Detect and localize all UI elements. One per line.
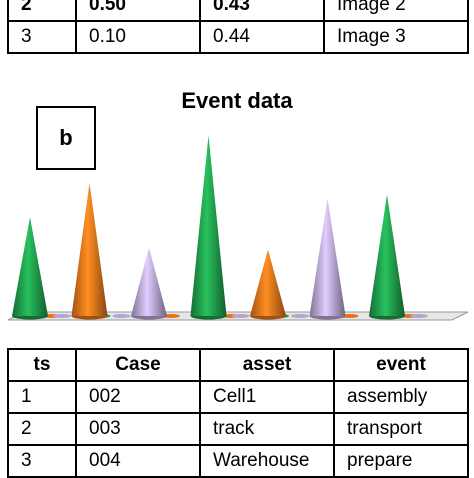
column-header-case: Case xyxy=(75,348,201,382)
cone-chart xyxy=(7,135,469,321)
chart-floor xyxy=(7,311,469,321)
top-table: 2 0.50 0.43 Image 2 3 0.10 0.44 Image 3 xyxy=(7,0,469,54)
column-header-asset: asset xyxy=(199,348,335,382)
cone-bar xyxy=(250,249,286,320)
table-row: 2 003 track transport xyxy=(7,412,469,446)
table-cell: prepare xyxy=(333,444,469,478)
chart-cones xyxy=(12,135,405,320)
chart-title: Event data xyxy=(181,88,293,113)
table-cell: 3 xyxy=(7,20,77,54)
table-cell: 2 xyxy=(7,412,77,446)
table-cell: Image 3 xyxy=(323,20,469,54)
table-cell: 3 xyxy=(7,444,77,478)
table-cell: Cell1 xyxy=(199,380,335,414)
cone-bar xyxy=(71,183,108,320)
table-cell: Image 2 xyxy=(323,0,469,22)
table-row: 1 002 Cell1 assembly xyxy=(7,380,469,414)
table-cell: 002 xyxy=(75,380,201,414)
cone-bar xyxy=(190,135,227,320)
cone-bar xyxy=(12,217,48,320)
table-cell: Warehouse xyxy=(199,444,335,478)
zero-marker xyxy=(231,314,250,318)
column-header-ts: ts xyxy=(7,348,77,382)
table-cell: 004 xyxy=(75,444,201,478)
zero-marker xyxy=(112,314,131,318)
panel-label: b xyxy=(36,106,96,170)
table-row: 3 0.10 0.44 Image 3 xyxy=(7,20,469,54)
zero-marker xyxy=(410,314,428,318)
column-header-event: event xyxy=(333,348,469,382)
table-cell: 0.44 xyxy=(199,20,325,54)
cone-bar xyxy=(369,194,405,320)
table-cell: track xyxy=(199,412,335,446)
table-cell: 0.50 xyxy=(75,0,201,22)
table-cell: transport xyxy=(333,412,469,446)
table-cell: 003 xyxy=(75,412,201,446)
event-table: ts Case asset event 1 002 Cell1 assembly… xyxy=(7,348,469,478)
table-cell: 2 xyxy=(7,0,77,22)
zero-marker xyxy=(53,314,71,318)
table-header-row: ts Case asset event xyxy=(7,348,469,382)
table-row: 3 004 Warehouse prepare xyxy=(7,444,469,478)
cone-bar xyxy=(309,198,346,320)
table-cell: 1 xyxy=(7,380,77,414)
table-cell: 0.10 xyxy=(75,20,201,54)
zero-marker xyxy=(291,314,309,318)
cone-bar xyxy=(131,247,167,320)
table-row: 2 0.50 0.43 Image 2 xyxy=(7,0,469,22)
table-cell: 0.43 xyxy=(199,0,325,22)
table-cell: assembly xyxy=(333,380,469,414)
